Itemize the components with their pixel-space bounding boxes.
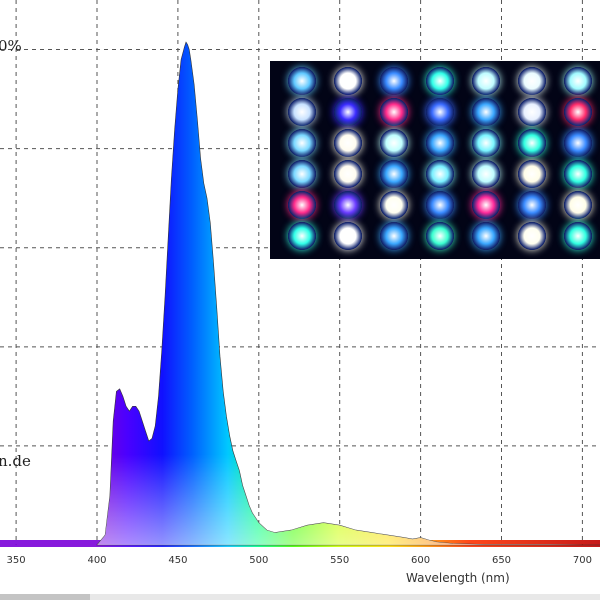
led-emitter [334, 129, 362, 157]
scrollbar-thumb[interactable] [0, 594, 90, 600]
watermark-text: n.de [0, 452, 31, 470]
led-emitter [334, 191, 362, 219]
led-emitter [472, 160, 500, 188]
led-emitter [380, 222, 408, 250]
led-emitter [518, 67, 546, 95]
led-emitter [564, 222, 592, 250]
x-tick-label: 500 [249, 555, 268, 566]
x-tick-labels: 350 400 450 500 550 600 650 700 [7, 555, 592, 566]
led-emitter [564, 129, 592, 157]
led-emitter [288, 129, 316, 157]
led-emitter [426, 98, 454, 126]
led-emitter [288, 67, 316, 95]
led-emitter [472, 98, 500, 126]
led-emitter [380, 67, 408, 95]
led-emitter [288, 160, 316, 188]
led-emitter [518, 160, 546, 188]
led-emitter [334, 98, 362, 126]
led-emitter [380, 191, 408, 219]
led-emitter [380, 160, 408, 188]
x-tick-label: 650 [492, 555, 511, 566]
led-emitter [472, 222, 500, 250]
led-emitter [426, 67, 454, 95]
led-emitter [564, 191, 592, 219]
led-emitter [380, 98, 408, 126]
led-emitter [288, 191, 316, 219]
led-emitter [518, 98, 546, 126]
x-tick-label: 350 [7, 555, 26, 566]
x-tick-label: 400 [87, 555, 106, 566]
led-emitter [518, 129, 546, 157]
x-tick-label: 450 [168, 555, 187, 566]
led-emitter [334, 160, 362, 188]
led-emitter [518, 191, 546, 219]
grid-lines [0, 0, 600, 545]
led-emitter [564, 98, 592, 126]
led-emitter [380, 129, 408, 157]
led-emitter [564, 67, 592, 95]
led-emitter [288, 222, 316, 250]
led-emitter [518, 222, 546, 250]
x-axis-title: Wavelength (nm) [406, 571, 510, 585]
led-array-photo [270, 61, 600, 259]
x-tick-label: 600 [411, 555, 430, 566]
led-emitter [334, 67, 362, 95]
spectrum-highlight [97, 42, 600, 545]
y-tick-label-top: 0% [0, 37, 22, 55]
x-tick-label: 550 [330, 555, 349, 566]
x-tick-label: 700 [573, 555, 592, 566]
led-emitter [426, 160, 454, 188]
spectrum-area [96, 41, 600, 546]
led-emitter [288, 98, 316, 126]
led-emitter [472, 67, 500, 95]
led-emitter [334, 222, 362, 250]
led-emitter [426, 222, 454, 250]
led-emitter [472, 129, 500, 157]
led-emitter [426, 191, 454, 219]
led-emitter [472, 191, 500, 219]
horizontal-scrollbar[interactable] [0, 594, 600, 600]
led-emitter [564, 160, 592, 188]
led-emitter [426, 129, 454, 157]
